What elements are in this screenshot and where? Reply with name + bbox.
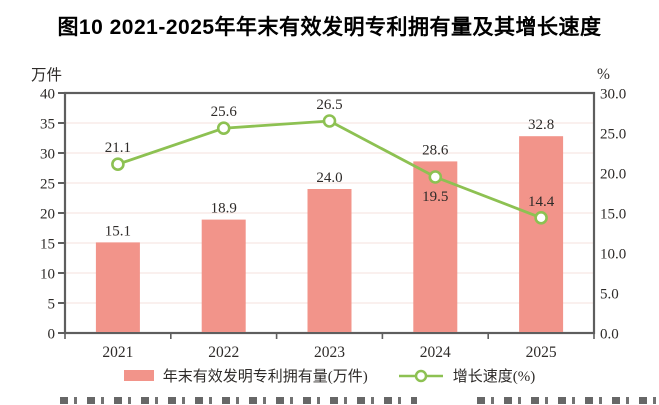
growth-value-label: 21.1: [105, 140, 131, 156]
growth-value-label: 25.6: [211, 104, 238, 120]
line-legend-marker-icon: [414, 369, 427, 382]
growth-marker-2024: [428, 170, 443, 184]
bar-legend-swatch: [123, 370, 154, 381]
left-axis-tick-label: 15: [40, 237, 55, 253]
x-axis-category-label: 2022: [208, 344, 239, 361]
left-axis-tick-label: 0: [48, 327, 56, 343]
line-legend-swatch: [398, 369, 443, 382]
bar-2023: [307, 189, 352, 332]
bar-legend-label: 年末有效发明专利拥有量(万件): [162, 369, 368, 385]
truncated-text-line: [477, 397, 657, 404]
left-axis-tick-label: 10: [40, 267, 55, 283]
bar-value-label: 24.0: [316, 170, 342, 186]
bar-2025: [519, 136, 564, 332]
right-axis-tick-label: 30.0: [600, 87, 626, 103]
right-axis-tick-label: 10.0: [600, 247, 626, 263]
bar-2022: [201, 219, 246, 332]
growth-marker-2022: [216, 121, 231, 135]
right-axis-tick-label: 15.0: [600, 207, 626, 223]
line-legend-label: 增长速度(%): [452, 369, 536, 385]
left-axis-tick-label: 25: [40, 177, 55, 193]
growth-value-label: 26.5: [316, 97, 342, 113]
growth-value-label: 19.5: [422, 189, 448, 205]
x-axis-category-label: 2025: [526, 344, 557, 361]
bar-value-label: 18.9: [211, 201, 237, 217]
left-axis-tick-label: 35: [40, 117, 55, 133]
bar-value-label: 32.8: [528, 117, 554, 133]
bar-value-label: 28.6: [422, 142, 449, 158]
x-axis-category-label: 2021: [102, 344, 133, 361]
growth-value-label: 14.4: [528, 194, 555, 210]
x-axis-category-label: 2024: [420, 344, 451, 361]
bar-value-label: 15.1: [105, 223, 131, 239]
right-axis-unit-label: %: [597, 66, 610, 83]
growth-marker-2025: [534, 211, 548, 225]
chart-title: 图10 2021-2025年年末有效发明专利拥有量及其增长速度: [57, 16, 602, 39]
legend-item-line: 增长速度(%): [398, 365, 536, 386]
right-axis-tick-label: 25.0: [600, 127, 626, 143]
truncated-text-line: [60, 397, 417, 404]
growth-marker-2021: [111, 157, 125, 171]
growth-marker-2023: [322, 114, 337, 128]
left-axis-tick-label: 40: [40, 87, 55, 103]
x-axis-category-label: 2023: [314, 344, 345, 361]
left-axis-tick-label: 20: [40, 207, 55, 223]
bar-2021: [95, 242, 140, 332]
right-axis-tick-label: 5.0: [600, 287, 619, 303]
right-axis-tick-label: 0.0: [600, 327, 619, 343]
combo-chart-svg: 05101520253035400.05.010.015.020.025.030…: [31, 66, 626, 361]
bar-2024: [413, 161, 458, 332]
left-axis-tick-label: 30: [40, 147, 55, 163]
right-axis-tick-label: 20.0: [600, 167, 626, 183]
left-axis-unit-label: 万件: [31, 66, 62, 84]
left-axis-tick-label: 5: [48, 297, 56, 313]
chart-legend: 年末有效发明专利拥有量(万件) 增长速度(%): [0, 365, 659, 386]
legend-item-bar: 年末有效发明专利拥有量(万件): [123, 365, 368, 386]
